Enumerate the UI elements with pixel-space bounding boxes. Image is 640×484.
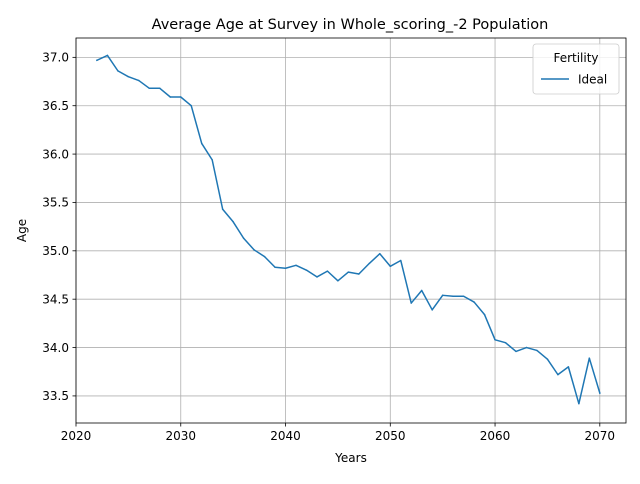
data-point [316,276,318,278]
y-tick-label: 36.0 [42,147,69,161]
x-tick-label: 2040 [270,429,301,443]
y-axis-label: Age [15,219,29,242]
data-point [420,289,423,292]
data-point [452,295,454,298]
y-tick-label: 35.0 [42,244,69,258]
data-point [567,366,570,368]
data-point [326,270,329,272]
plot-frame [75,37,627,424]
data-point [483,313,486,316]
data-point [557,373,559,376]
data-point [410,302,412,304]
data-point [211,159,213,161]
data-point [253,249,255,251]
data-point [389,265,392,268]
data-point [148,87,151,90]
data-point [305,269,308,271]
series-layer [95,54,601,405]
data-point [232,221,234,223]
legend-box [532,43,620,95]
grid-lines [75,38,626,423]
legend: Fertility Ideal [532,43,620,95]
x-tick-label: 2050 [375,429,406,443]
data-point [117,70,119,72]
data-point [106,54,109,57]
data-point [159,87,161,90]
x-tick-label: 2060 [480,429,511,443]
plot-area [76,38,626,423]
data-point [263,255,266,258]
data-point [462,295,465,298]
legend-label-ideal: Ideal [578,73,607,87]
y-tick-label: 34.0 [42,341,69,355]
data-point [295,264,297,267]
data-point [169,96,172,98]
data-point [200,142,203,145]
y-tick-label: 37.0 [42,51,69,65]
data-point [127,75,130,78]
data-point [599,392,601,394]
data-point [274,266,276,269]
legend-title: Fertility [553,51,598,65]
data-point [588,357,591,359]
data-point [400,259,402,262]
data-point [96,59,98,61]
y-tick-label: 34.5 [42,292,69,306]
x-tick-label: 2020 [61,429,92,443]
axis-ticks: 2020 2030 2040 2050 2060 2070 33.5 34.0 34.5 35.0… [42,51,615,443]
data-point [379,252,381,255]
data-point [180,96,182,98]
data-point [242,237,245,239]
data-point [525,346,528,349]
data-point [536,349,538,352]
data-point [546,358,549,360]
x-tick-label: 2030 [165,429,196,443]
x-tick-label: 2070 [585,429,616,443]
data-point [358,273,360,275]
y-tick-label: 35.5 [42,196,69,210]
data-point [337,280,339,282]
chart-title: Average Age at Survey in Whole_scoring_-… [152,17,549,33]
y-tick-label: 36.5 [42,99,69,113]
data-point [441,294,444,297]
data-point [138,79,140,82]
data-point [347,271,350,273]
data-point [578,402,580,405]
x-axis-label: Years [334,451,367,465]
data-point [221,208,224,210]
data-point [473,301,475,303]
data-point [368,262,371,265]
data-point [504,341,507,344]
data-point [190,104,192,107]
data-point [494,339,496,341]
y-tick-label: 33.5 [42,389,69,403]
data-point [431,309,433,311]
data-point [515,350,517,353]
data-point [284,267,287,269]
